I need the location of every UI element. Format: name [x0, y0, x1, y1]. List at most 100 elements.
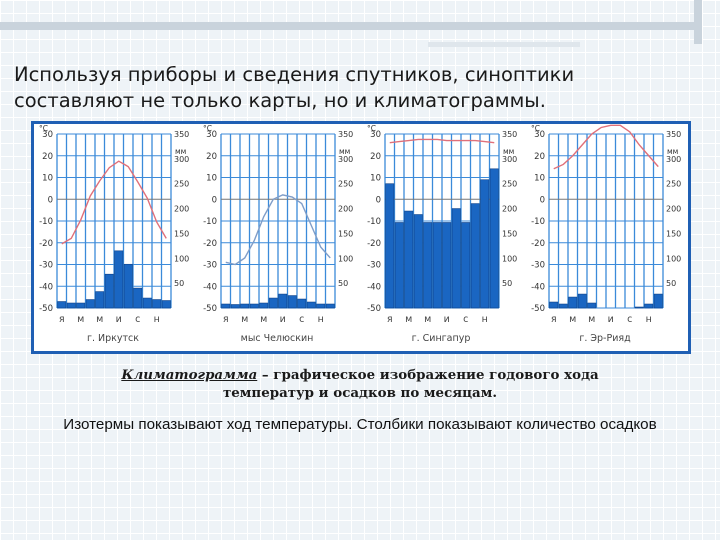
precip-tick-label: 250 [174, 180, 189, 189]
month-label: м [260, 314, 267, 325]
month-label: м [405, 314, 412, 325]
precip-bar [221, 303, 231, 309]
precip-bar [558, 303, 568, 309]
precip-bar [423, 222, 433, 309]
precip-bar [161, 300, 171, 309]
precip-tick-label: 200 [338, 205, 353, 214]
climatogram-2: °C3020100-10-20-30-40-50мм35030025020015… [203, 124, 353, 344]
month-label: с [463, 314, 468, 325]
precip-unit-label: мм [667, 147, 678, 156]
temp-tick-label: -40 [203, 282, 217, 292]
precip-bar [66, 302, 76, 309]
precip-tick-label: 150 [174, 229, 189, 238]
temp-tick-label: -40 [39, 282, 53, 292]
precip-bar [432, 222, 442, 309]
precip-tick-label: 50 [666, 279, 676, 288]
precip-tick-label: 250 [338, 180, 353, 189]
precip-tick-label: 250 [502, 180, 517, 189]
temp-tick-label: 30 [534, 130, 545, 140]
precip-bar [142, 297, 152, 309]
temp-tick-label: -20 [531, 239, 545, 249]
precip-bar [306, 301, 316, 309]
precip-bar [249, 303, 259, 309]
temp-tick-label: 10 [42, 174, 53, 184]
precip-bar [297, 298, 307, 309]
precip-bar [385, 183, 395, 309]
definition-line-1: Климатограмма – графическое изображение … [40, 366, 680, 384]
precip-bar [325, 303, 335, 309]
temp-tick-label: 0 [48, 195, 53, 205]
precip-bar [240, 303, 250, 309]
temp-tick-label: 20 [534, 152, 545, 162]
definition-line-1-rest: графическое изображение годового хода [273, 367, 599, 383]
definition-term: Климатограмма [121, 367, 258, 383]
temp-tick-label: -40 [531, 282, 545, 292]
precip-bar [587, 302, 597, 309]
month-label: я [551, 314, 557, 325]
precip-tick-label: 100 [338, 254, 353, 263]
precip-bar [480, 179, 490, 309]
temp-tick-label: -10 [203, 217, 217, 227]
precip-bar [549, 301, 559, 309]
temp-tick-label: 20 [370, 152, 381, 162]
precip-tick-label: 350 [174, 130, 189, 139]
precip-bar [268, 297, 278, 309]
precip-bar [123, 263, 133, 309]
title-line-1: Используя приборы и сведения спутников, … [14, 63, 575, 86]
definition-dash: – [257, 367, 274, 383]
temp-unit-label: °C [203, 124, 212, 133]
temp-unit-label: °C [531, 124, 540, 133]
month-label: я [387, 314, 393, 325]
precip-bar [461, 222, 471, 309]
precip-tick-label: 350 [502, 130, 517, 139]
temperature-line [389, 138, 495, 144]
city-label: г. Сингапур [412, 333, 471, 344]
temperature-line [61, 160, 167, 245]
precip-tick-label: 200 [174, 205, 189, 214]
month-label: и [280, 314, 286, 325]
header-decoration-bar [0, 22, 700, 30]
precip-tick-label: 50 [502, 279, 512, 288]
month-label: и [608, 314, 614, 325]
temp-tick-label: -10 [531, 217, 545, 227]
precip-tick-label: 200 [502, 205, 517, 214]
precip-tick-label: 100 [174, 254, 189, 263]
precip-bar [568, 296, 578, 309]
precip-tick-label: 150 [338, 229, 353, 238]
precip-tick-label: 300 [338, 155, 353, 164]
precip-tick-label: 100 [502, 254, 517, 263]
precip-unit-label: мм [175, 147, 186, 156]
definition-text: Климатограмма – графическое изображение … [40, 366, 680, 402]
precip-tick-label: 350 [338, 130, 353, 139]
precip-bar [76, 302, 86, 309]
precip-unit-label: мм [339, 147, 350, 156]
precip-bar [653, 293, 663, 309]
precip-bar [287, 295, 297, 309]
precip-bar [442, 222, 452, 309]
header-decoration-bar-light [428, 42, 580, 47]
precip-bar [230, 304, 240, 309]
precip-bar [152, 299, 162, 309]
month-label: м [424, 314, 431, 325]
precip-tick-label: 300 [502, 155, 517, 164]
precip-bar [278, 293, 288, 309]
temp-tick-label: 0 [212, 195, 217, 205]
note-text: Изотермы показывают ход температуры. Сто… [63, 416, 657, 433]
temp-unit-label: °C [367, 124, 376, 133]
temp-tick-label: -30 [531, 261, 545, 271]
precip-bar [413, 214, 423, 309]
precip-tick-label: 50 [174, 279, 184, 288]
precip-bar [104, 273, 114, 309]
precip-bar [85, 299, 95, 309]
corner-decoration [694, 0, 702, 44]
temp-tick-label: 0 [540, 195, 545, 205]
temp-tick-label: -10 [367, 217, 381, 227]
precip-tick-label: 350 [666, 130, 681, 139]
precip-tick-label: 150 [502, 229, 517, 238]
temp-unit-label: °C [39, 124, 48, 133]
month-label: м [96, 314, 103, 325]
city-label: г. Эр-Рияд [579, 333, 631, 344]
temp-tick-label: -20 [367, 239, 381, 249]
precip-bar [316, 303, 326, 309]
slide-title: Используя приборы и сведения спутников, … [14, 62, 704, 114]
